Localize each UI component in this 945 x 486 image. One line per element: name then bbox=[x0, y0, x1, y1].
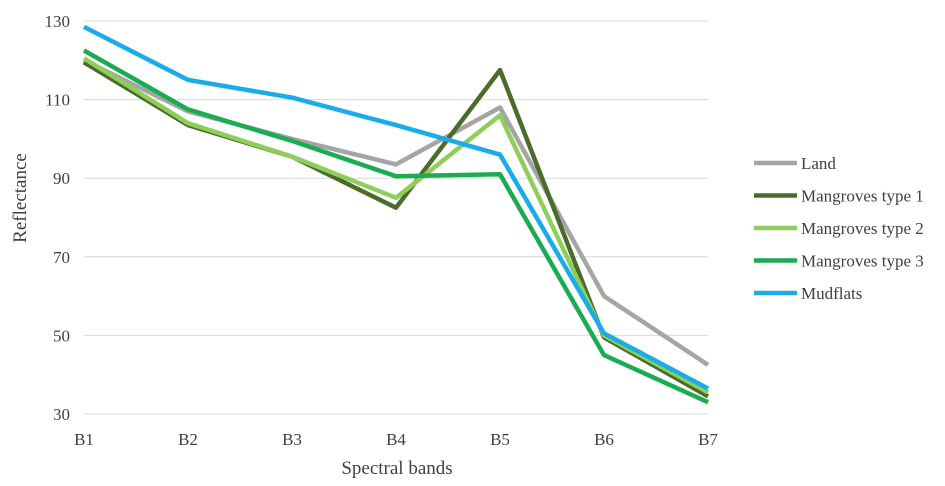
y-tick-label-110: 110 bbox=[45, 91, 70, 110]
x-tick-label-B4: B4 bbox=[386, 430, 406, 449]
legend-label-mangroves-type-1: Mangroves type 1 bbox=[801, 187, 924, 206]
x-tick-label-B1: B1 bbox=[74, 430, 94, 449]
series-line-mangroves-type-3 bbox=[84, 51, 708, 403]
gridlines bbox=[84, 21, 708, 414]
x-tick-label-B6: B6 bbox=[594, 430, 614, 449]
x-axis-title: Spectral bands bbox=[341, 458, 452, 479]
legend-label-land: Land bbox=[801, 154, 836, 173]
series-line-mangroves-type-1 bbox=[84, 62, 708, 396]
y-tick-label-90: 90 bbox=[53, 169, 70, 188]
legend-label-mangroves-type-2: Mangroves type 2 bbox=[801, 219, 924, 238]
y-tick-label-70: 70 bbox=[53, 248, 70, 267]
x-tick-label-B5: B5 bbox=[490, 430, 510, 449]
y-tick-label-30: 30 bbox=[53, 405, 70, 424]
x-tick-label-B3: B3 bbox=[282, 430, 302, 449]
series-lines bbox=[84, 27, 708, 403]
legend-label-mudflats: Mudflats bbox=[801, 284, 862, 303]
x-tick-label-B7: B7 bbox=[698, 430, 718, 449]
legend-label-mangroves-type-3: Mangroves type 3 bbox=[801, 252, 924, 271]
y-axis-ticks: 30 50 70 90 110 130 bbox=[45, 12, 71, 424]
y-axis-title: Reflectance bbox=[10, 153, 31, 243]
x-axis-ticks: B1 B2 B3 B4 B5 B6 B7 bbox=[74, 430, 718, 449]
legend: Land Mangroves type 1 Mangroves type 2 Mang… bbox=[754, 154, 924, 303]
y-tick-label-50: 50 bbox=[53, 326, 70, 345]
x-tick-label-B2: B2 bbox=[178, 430, 198, 449]
y-tick-label-130: 130 bbox=[45, 12, 71, 31]
